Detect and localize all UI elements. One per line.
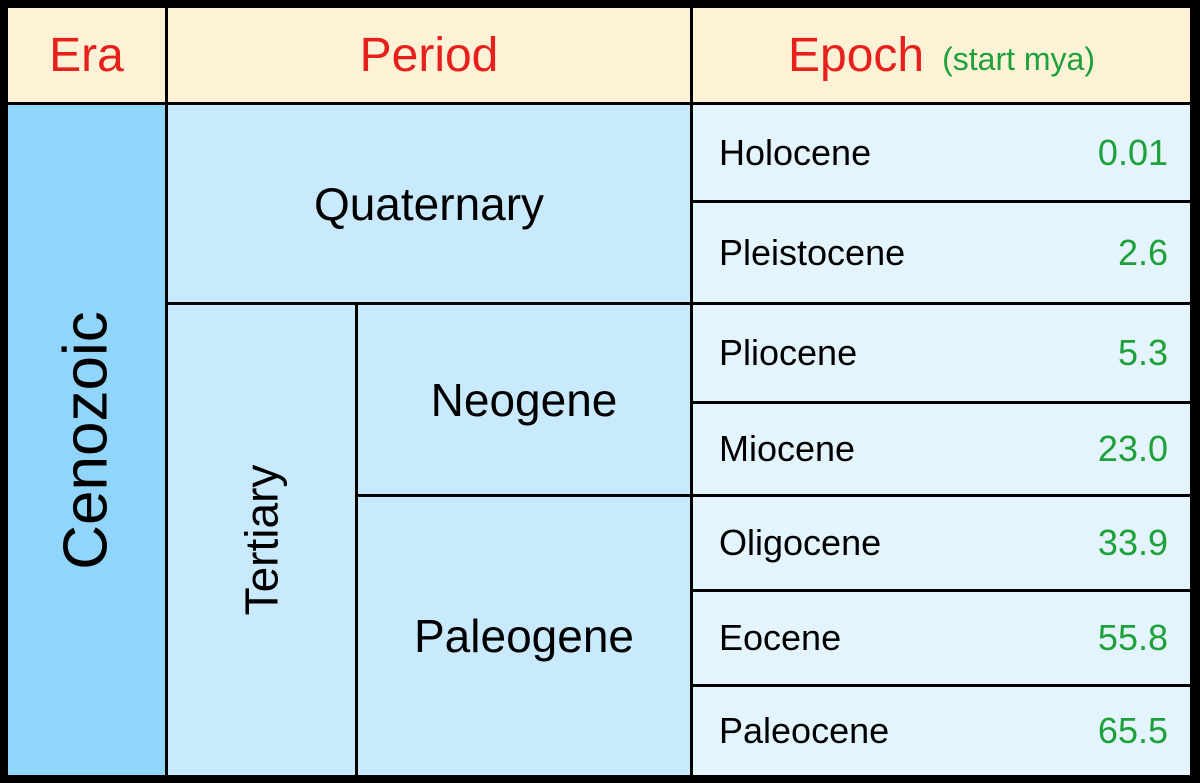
- epoch-start: 55.8: [1097, 617, 1168, 658]
- period-cell: Tertiary: [168, 305, 355, 775]
- period-label: Quaternary: [313, 177, 545, 230]
- epoch-row: Pliocene 5.3: [693, 305, 1190, 401]
- header-note: (start mya): [942, 40, 1095, 77]
- epoch-row: Pleistocene 2.6: [693, 203, 1190, 302]
- epoch-start: 23.0: [1097, 428, 1168, 469]
- epoch-row: Miocene 23.0: [693, 404, 1190, 494]
- epoch-start: 33.9: [1097, 522, 1168, 563]
- header-cell: Era: [8, 8, 165, 102]
- header-period: Period: [359, 28, 499, 82]
- subperiod-cell: Paleogene: [358, 497, 690, 775]
- epoch-name: Miocene: [719, 428, 856, 469]
- header-cell: Period: [168, 8, 690, 102]
- era-label: Cenozoic: [52, 310, 122, 570]
- epoch-name: Pliocene: [719, 332, 858, 373]
- header-era: Era: [49, 28, 124, 82]
- epoch-row: Paleocene 65.5: [693, 687, 1190, 775]
- epoch-name: Pleistocene: [719, 231, 906, 273]
- epoch-name: Paleocene: [719, 710, 890, 751]
- period-cell: Quaternary: [168, 105, 690, 302]
- header-cell: Epoch (start mya): [693, 8, 1190, 102]
- period-label: Tertiary: [235, 464, 288, 616]
- epoch-row: Holocene 0.01: [693, 105, 1190, 200]
- epoch-start: 0.01: [1097, 131, 1168, 173]
- epoch-name: Oligocene: [719, 522, 882, 563]
- epoch-row: Eocene 55.8: [693, 592, 1190, 684]
- epoch-row: Oligocene 33.9: [693, 497, 1190, 589]
- subperiod-cell: Neogene: [358, 305, 690, 494]
- epoch-name: Eocene: [719, 617, 842, 658]
- epoch-name: Holocene: [719, 131, 872, 173]
- subperiod-label: Neogene: [430, 373, 618, 426]
- epoch-start: 65.5: [1097, 710, 1168, 751]
- subperiod-label: Paleogene: [414, 610, 634, 662]
- epoch-start: 2.6: [1117, 231, 1168, 273]
- era-cell: Cenozoic: [8, 105, 165, 775]
- epoch-start: 5.3: [1117, 332, 1168, 373]
- header-epoch: Epoch: [788, 28, 925, 82]
